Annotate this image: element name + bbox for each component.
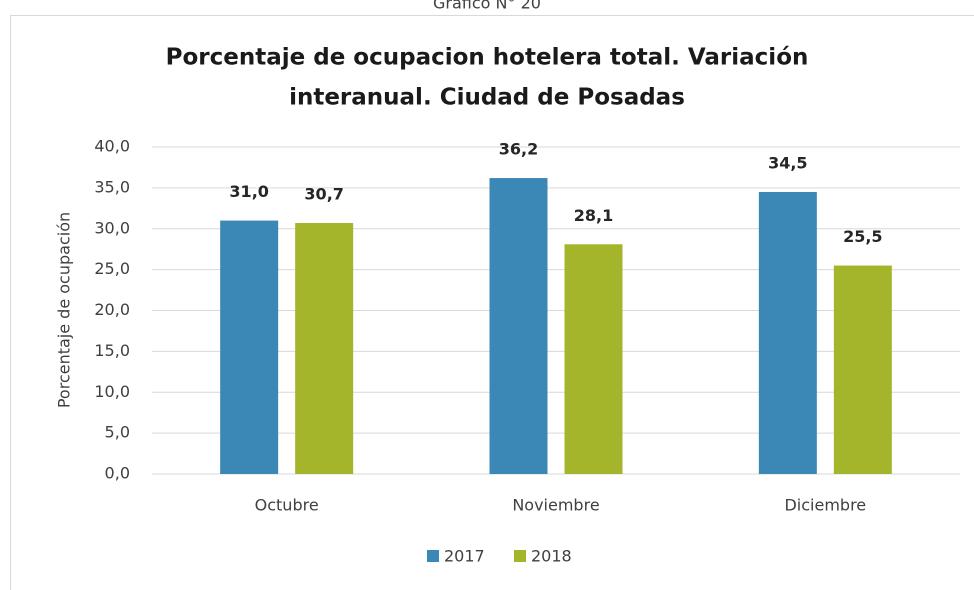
chart-title: interanual. Ciudad de Posadas [289,85,685,111]
bar [758,191,817,474]
y-tick-label: 25,0 [94,259,130,278]
y-tick-label: 35,0 [94,177,130,196]
x-tick-label: Octubre [255,496,319,515]
y-tick-label: 15,0 [94,341,130,360]
x-tick-label: Noviembre [512,496,599,515]
y-tick-label: 20,0 [94,300,130,319]
legend-label: 2017 [444,547,485,566]
x-tick-label: Diciembre [784,496,866,515]
bar [295,223,354,474]
legend-swatch [514,550,526,562]
value-label: 25,5 [843,227,882,246]
value-label: 36,2 [499,140,538,159]
bar [489,178,548,474]
value-label: 34,5 [768,153,807,172]
legend-swatch [427,550,439,562]
chart-title: Porcentaje de ocupacion hotelera total. … [166,45,809,71]
y-tick-label: 40,0 [94,137,130,156]
value-label: 30,7 [304,185,343,204]
y-tick-label: 10,0 [94,382,130,401]
bar [833,265,892,474]
bar [220,220,279,474]
value-label: 28,1 [574,206,613,225]
y-tick-label: 0,0 [105,464,130,483]
y-tick-label: 5,0 [105,423,130,442]
caption: Gráfico N° 20 [433,0,541,13]
bar [564,244,623,474]
legend-label: 2018 [531,547,572,566]
y-axis-title: Porcentaje de ocupación [55,212,74,408]
value-label: 31,0 [229,182,268,201]
y-tick-label: 30,0 [94,218,130,237]
